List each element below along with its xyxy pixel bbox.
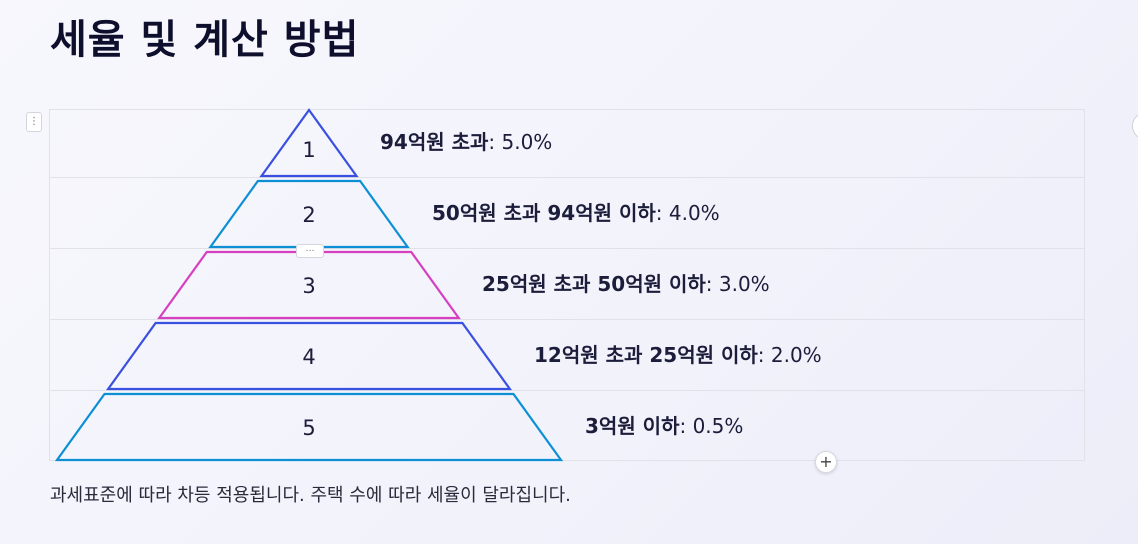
tier-label-4: 12억원 초과 25억원 이하: 2.0% <box>534 342 822 368</box>
tier-label-bold: 3억원 이하 <box>585 414 680 438</box>
tier-label-2: 50억원 초과 94억원 이하: 4.0% <box>432 200 720 226</box>
drag-handle-icon[interactable]: ⋮ <box>26 112 42 132</box>
tier-label-bold: 12억원 초과 25억원 이하 <box>534 343 758 367</box>
tier-label-bold: 94억원 초과 <box>380 130 489 154</box>
tier-label-5: 3억원 이하: 0.5% <box>585 413 743 439</box>
tier-label-rate: : 5.0% <box>488 130 553 154</box>
pyramid-tier-4 <box>105 321 513 391</box>
tier-label-rate: : 0.5% <box>679 414 744 438</box>
more-options-icon[interactable]: … <box>296 244 324 258</box>
page-title: 세율 및 계산 방법 <box>50 17 360 63</box>
tier-label-3: 25억원 초과 50억원 이하: 3.0% <box>482 271 770 297</box>
tier-number-2: 2 <box>302 203 315 227</box>
tier-number-3: 3 <box>302 274 315 298</box>
pyramid-block[interactable] <box>49 109 1085 461</box>
tier-number-5: 5 <box>302 416 315 440</box>
row-divider <box>49 319 1085 320</box>
row-divider <box>49 390 1085 391</box>
add-row-button[interactable]: + <box>815 451 837 473</box>
tier-label-1: 94억원 초과: 5.0% <box>380 129 552 155</box>
pyramid-tier-3 <box>157 250 461 320</box>
tier-label-rate: : 2.0% <box>757 343 822 367</box>
tier-label-rate: : 4.0% <box>655 201 720 225</box>
row-divider <box>49 177 1085 178</box>
pyramid-tier-1 <box>259 108 359 178</box>
row-divider <box>49 248 1085 249</box>
pyramid-tier-5 <box>54 392 564 462</box>
tier-label-rate: : 3.0% <box>705 272 770 296</box>
tier-number-4: 4 <box>302 345 315 369</box>
tier-label-bold: 50억원 초과 94억원 이하 <box>432 201 656 225</box>
caption-text: 과세표준에 따라 차등 적용됩니다. 주택 수에 따라 세율이 달라집니다. <box>50 485 571 506</box>
tier-number-1: 1 <box>302 138 315 162</box>
pyramid-tier-2 <box>208 179 410 249</box>
tier-label-bold: 25억원 초과 50억원 이하 <box>482 272 706 296</box>
